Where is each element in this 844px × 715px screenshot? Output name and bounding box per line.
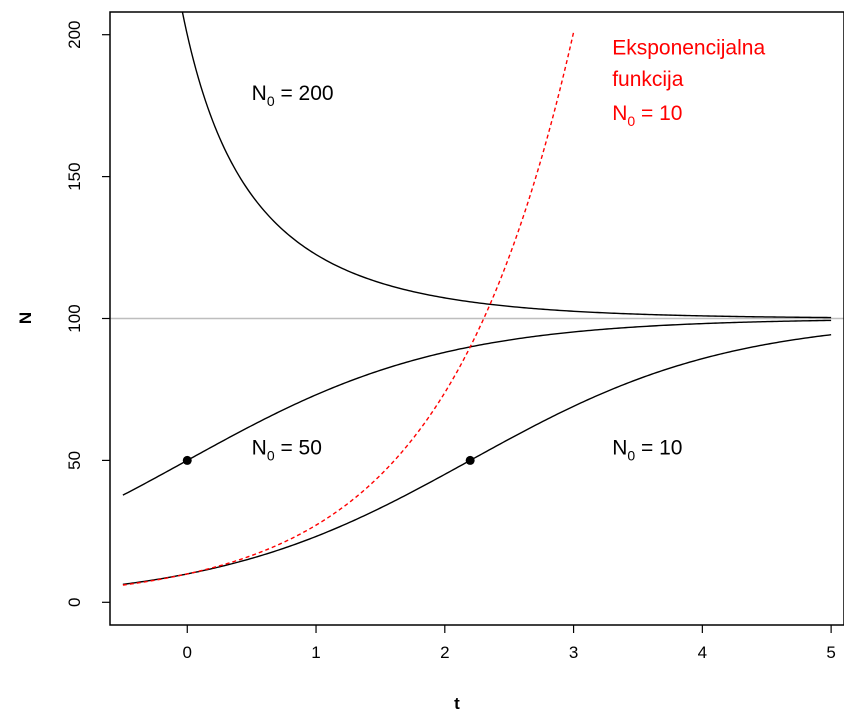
y-tick-label: 200	[65, 21, 84, 49]
annotation-label: funkcija	[612, 68, 684, 91]
plot-area	[110, 12, 844, 586]
annotation-label: Eksponencijalna	[612, 37, 765, 60]
x-tick-label: 5	[826, 643, 835, 662]
plot-frame	[109, 11, 844, 626]
x-tick-label: 4	[698, 643, 707, 662]
inflection-point	[465, 455, 475, 465]
annotation-label: N0 = 10	[612, 102, 682, 129]
series-logistic-n0-200	[181, 12, 832, 319]
y-tick-label: 0	[65, 598, 84, 607]
y-axis-label: N	[16, 312, 35, 324]
x-tick-label: 3	[569, 643, 578, 662]
annotation-label: N0 = 10	[612, 437, 682, 464]
annotation-label: N0 = 50	[252, 437, 322, 464]
inflection-point	[182, 455, 192, 465]
annotation-label: N0 = 200	[252, 82, 334, 109]
series-logistic-n0-10	[122, 334, 832, 586]
x-tick-label: 1	[311, 643, 320, 662]
y-tick-label: 50	[65, 451, 84, 470]
annotations: N0 = 200 N0 = 50 N0 = 10 Eksponencijalna fun…	[252, 37, 766, 464]
y-axis-title: N	[16, 312, 35, 324]
x-tick-label: 2	[440, 643, 449, 662]
y-tick-label: 150	[65, 162, 84, 190]
x-axis-label: t	[454, 694, 460, 713]
series-logistic-n0-50	[122, 319, 832, 496]
series-exponential-n0-10	[122, 32, 575, 586]
y-tick-label: 100	[65, 304, 84, 332]
x-tick-label: 0	[183, 643, 192, 662]
